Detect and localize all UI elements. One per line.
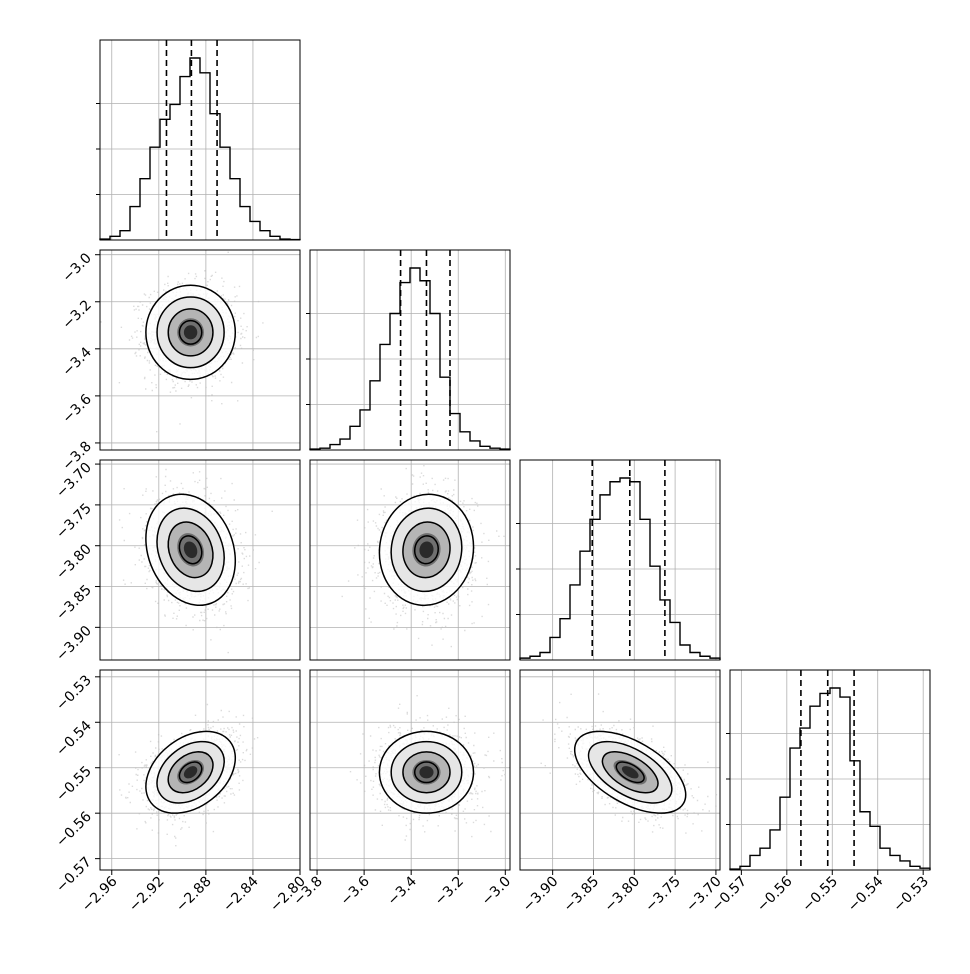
panel-bg xyxy=(310,250,510,450)
x-tick-label: −3.90 xyxy=(520,874,562,916)
y-tick-label: −3.90 xyxy=(53,623,95,665)
x-tick-label: −2.92 xyxy=(126,874,168,916)
x-tick-label: −3.4 xyxy=(385,873,420,908)
contour-1 xyxy=(167,521,214,579)
y-tick-label: −0.54 xyxy=(53,718,95,760)
x-tick-label: −2.84 xyxy=(220,873,262,915)
contour-2 xyxy=(390,740,463,804)
density-fill xyxy=(621,766,639,779)
contour-2 xyxy=(156,296,225,369)
contour-2 xyxy=(156,507,225,593)
panel-bg xyxy=(520,460,720,660)
y-tick-label: −3.6 xyxy=(59,391,94,426)
panel-frame xyxy=(519,459,721,661)
histogram-0 xyxy=(99,57,301,241)
density-fill xyxy=(183,766,198,779)
contour-1 xyxy=(167,308,214,357)
pair-panel-1-2 xyxy=(309,459,511,661)
hist-panel-1 xyxy=(306,249,511,451)
contour-0 xyxy=(178,535,203,565)
x-tick-label: −0.54 xyxy=(845,873,887,915)
scatter-points xyxy=(118,703,259,847)
panel-frame xyxy=(99,669,301,871)
x-tick-label: −3.6 xyxy=(338,873,373,908)
y-tick-label: −3.0 xyxy=(59,250,94,285)
contour-3 xyxy=(378,730,475,814)
x-tick-label: −3.0 xyxy=(479,874,514,909)
contour-3 xyxy=(145,493,237,607)
y-tick-label: −0.56 xyxy=(53,809,95,851)
histogram-2 xyxy=(519,477,721,660)
density-fill xyxy=(183,541,198,559)
x-tick-label: −0.53 xyxy=(890,874,932,916)
hist-panel-3 xyxy=(726,669,931,871)
x-tick-label: −3.75 xyxy=(642,874,684,916)
pair-content xyxy=(100,460,300,660)
contour-1 xyxy=(601,751,659,794)
contour-2 xyxy=(390,507,463,593)
density-fill xyxy=(183,325,198,340)
panel-bg xyxy=(730,670,930,870)
y-tick-label: −3.2 xyxy=(59,297,94,332)
contour-0 xyxy=(178,319,203,345)
contour-3 xyxy=(378,493,475,607)
contour-1 xyxy=(402,521,451,579)
y-tick-label: −3.75 xyxy=(53,500,95,542)
contour-1 xyxy=(167,751,214,794)
x-tick-label: −3.2 xyxy=(432,874,467,909)
y-tick-label: −0.53 xyxy=(53,672,95,714)
x-tick-label: −0.55 xyxy=(799,874,841,916)
panel-frame xyxy=(729,669,931,871)
panel-frame xyxy=(309,669,511,871)
pair-panel-2-3 xyxy=(519,669,721,871)
pair-panel-0-1 xyxy=(99,249,301,451)
y-tick-label: −3.85 xyxy=(53,582,95,624)
panel-frame xyxy=(309,459,511,661)
contour-3 xyxy=(573,730,687,814)
y-tick-label: −3.80 xyxy=(53,541,95,583)
pair-content xyxy=(100,250,300,450)
hist-panel-0 xyxy=(96,39,301,241)
histogram-3 xyxy=(729,687,931,870)
hist-panel-2 xyxy=(516,459,721,661)
contour-3 xyxy=(145,730,237,814)
pair-panel-0-3 xyxy=(99,669,301,871)
contour-0 xyxy=(413,535,439,565)
y-tick-label: −3.4 xyxy=(59,344,94,379)
y-tick-label: −0.55 xyxy=(53,763,95,805)
x-tick-label: −0.56 xyxy=(754,873,796,915)
x-tick-label: −3.85 xyxy=(561,874,603,916)
contour-0 xyxy=(413,761,439,784)
pair-content xyxy=(310,460,510,660)
pair-panel-1-3 xyxy=(309,669,511,871)
pair-content xyxy=(310,670,510,870)
panel-frame xyxy=(99,39,301,241)
contour-2 xyxy=(156,740,225,804)
x-tick-label: −2.96 xyxy=(79,873,121,915)
histogram-1 xyxy=(309,267,511,450)
pair-content xyxy=(520,670,720,870)
x-tick-label: −2.88 xyxy=(173,874,215,916)
panel-frame xyxy=(309,249,511,451)
pair-panel-0-2 xyxy=(99,459,301,661)
density-fill xyxy=(419,541,434,559)
contour-0 xyxy=(178,761,203,784)
x-tick-label: −3.80 xyxy=(601,874,643,916)
density-fill xyxy=(419,766,434,779)
contour-3 xyxy=(145,284,237,381)
pair-content xyxy=(100,670,300,870)
contour-1 xyxy=(402,751,451,794)
contour-2 xyxy=(587,740,673,804)
panel-frame xyxy=(99,249,301,451)
panel-frame xyxy=(519,669,721,871)
y-tick-label: −0.57 xyxy=(53,854,95,896)
panel-frame xyxy=(99,459,301,661)
contour-0 xyxy=(615,761,645,784)
